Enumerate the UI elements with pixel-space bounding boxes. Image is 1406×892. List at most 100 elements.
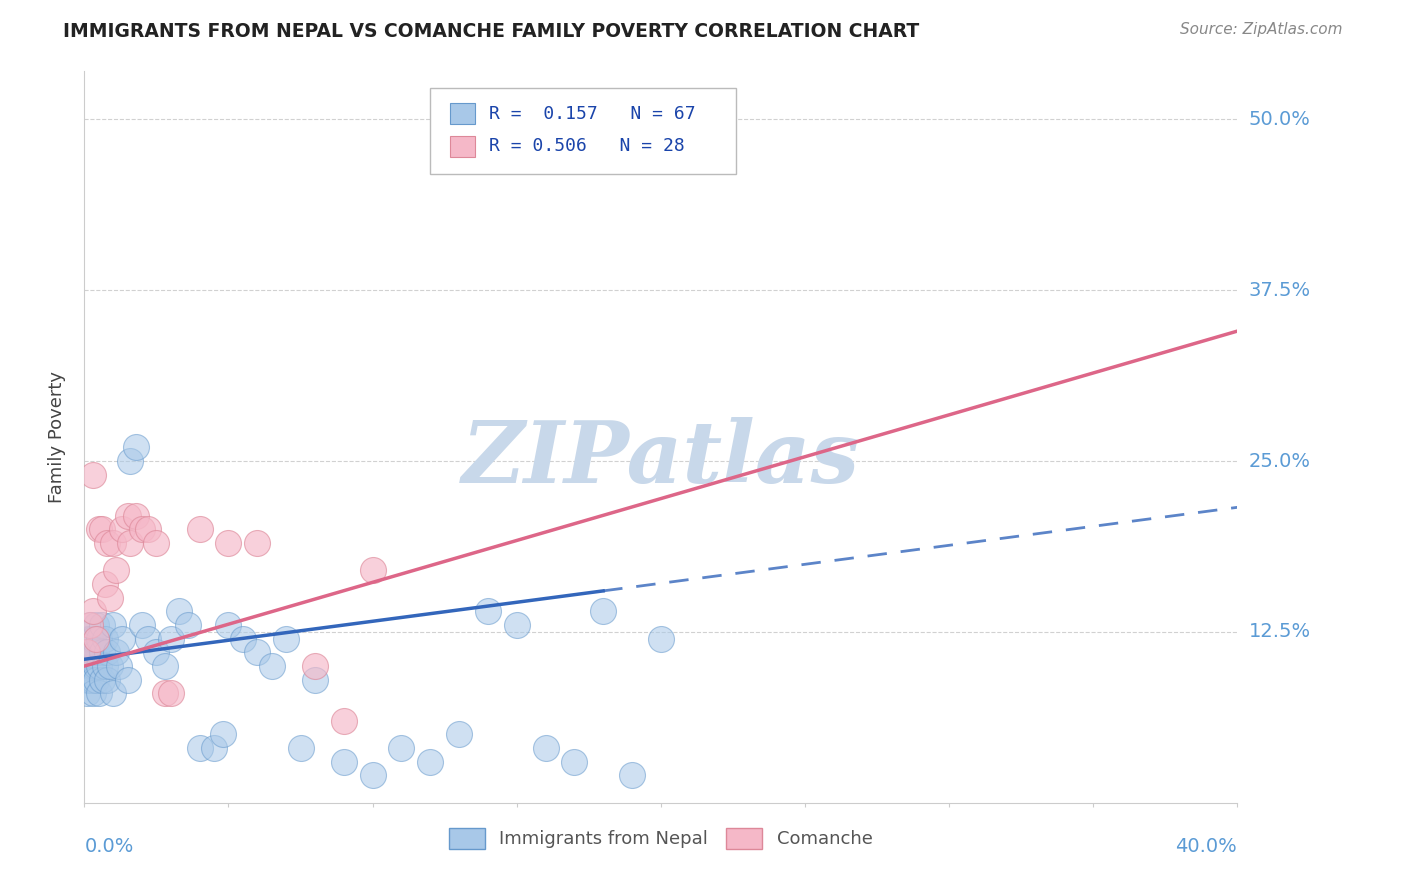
Point — [82, 632, 104, 646]
Point — [188, 522, 211, 536]
Point — [79, 659, 101, 673]
Point — [76, 645, 98, 659]
Point — [96, 536, 118, 550]
Point — [103, 536, 124, 550]
Point — [76, 659, 98, 673]
Point — [419, 755, 441, 769]
Point — [103, 618, 124, 632]
Point — [449, 112, 471, 127]
Text: ZIPatlas: ZIPatlas — [461, 417, 860, 500]
Point — [153, 659, 176, 673]
Point — [84, 645, 107, 659]
Point — [177, 618, 200, 632]
Point — [79, 618, 101, 632]
FancyBboxPatch shape — [430, 88, 735, 174]
Point — [290, 741, 312, 756]
Point — [592, 604, 614, 618]
Point — [87, 522, 110, 536]
Point — [361, 768, 384, 782]
Point — [103, 686, 124, 700]
Point — [202, 741, 225, 756]
Point — [82, 686, 104, 700]
Point — [93, 659, 115, 673]
Point — [87, 632, 110, 646]
Point — [333, 755, 356, 769]
Point — [111, 632, 134, 646]
Point — [84, 659, 107, 673]
Text: 37.5%: 37.5% — [1249, 281, 1310, 300]
Point — [90, 618, 112, 632]
Point — [93, 632, 115, 646]
Point — [650, 632, 672, 646]
Point — [246, 536, 269, 550]
Text: 0.0%: 0.0% — [84, 837, 134, 856]
Point — [276, 632, 298, 646]
Point — [260, 659, 283, 673]
Point — [188, 741, 211, 756]
Text: R =  0.157   N = 67: R = 0.157 N = 67 — [489, 104, 696, 122]
Point — [76, 686, 98, 700]
Legend: Immigrants from Nepal, Comanche: Immigrants from Nepal, Comanche — [441, 821, 880, 856]
Point — [218, 536, 240, 550]
Point — [84, 618, 107, 632]
Point — [76, 645, 98, 659]
Point — [534, 741, 557, 756]
Point — [79, 618, 101, 632]
Point — [96, 645, 118, 659]
Text: R = 0.506   N = 28: R = 0.506 N = 28 — [489, 137, 685, 155]
Point — [564, 755, 586, 769]
Point — [90, 673, 112, 687]
Point — [361, 563, 384, 577]
Point — [111, 522, 134, 536]
Point — [131, 618, 153, 632]
Point — [87, 659, 110, 673]
Point — [82, 604, 104, 618]
Bar — [450, 103, 475, 124]
Point — [449, 727, 471, 741]
Point — [76, 632, 98, 646]
Point — [79, 673, 101, 687]
Point — [211, 727, 233, 741]
Point — [82, 659, 104, 673]
Point — [136, 522, 159, 536]
Bar — [450, 136, 475, 157]
Point — [145, 536, 167, 550]
Point — [84, 632, 107, 646]
Point — [136, 632, 159, 646]
Point — [232, 632, 254, 646]
Point — [391, 741, 413, 756]
Point — [304, 673, 326, 687]
Text: 12.5%: 12.5% — [1249, 623, 1310, 641]
Point — [105, 563, 128, 577]
Point — [108, 659, 131, 673]
Point — [333, 714, 356, 728]
Point — [506, 618, 529, 632]
Point — [304, 659, 326, 673]
Point — [79, 632, 101, 646]
Y-axis label: Family Poverty: Family Poverty — [48, 371, 66, 503]
Point — [76, 673, 98, 687]
Text: 40.0%: 40.0% — [1175, 837, 1237, 856]
Point — [621, 768, 644, 782]
Point — [98, 591, 121, 605]
Point — [84, 673, 107, 687]
Point — [96, 673, 118, 687]
Point — [145, 645, 167, 659]
Point — [120, 454, 142, 468]
Point — [125, 508, 148, 523]
Point — [153, 686, 176, 700]
Text: 50.0%: 50.0% — [1249, 110, 1310, 128]
Point — [87, 686, 110, 700]
Point — [90, 645, 112, 659]
Point — [160, 686, 183, 700]
Point — [117, 673, 139, 687]
Point — [131, 522, 153, 536]
Point — [125, 440, 148, 454]
Point — [90, 522, 112, 536]
Point — [82, 673, 104, 687]
Point — [98, 659, 121, 673]
Point — [246, 645, 269, 659]
Point — [218, 618, 240, 632]
Point — [93, 577, 115, 591]
Point — [120, 536, 142, 550]
